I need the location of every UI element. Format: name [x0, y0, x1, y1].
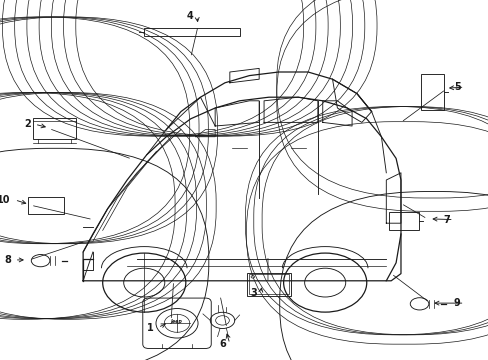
Text: 10: 10: [0, 195, 11, 205]
Text: 9: 9: [453, 298, 460, 308]
Text: 6: 6: [219, 339, 225, 349]
Text: 3: 3: [249, 288, 256, 298]
Text: Jeep: Jeep: [171, 319, 183, 324]
Text: 4: 4: [186, 11, 193, 21]
Text: 1: 1: [147, 323, 154, 333]
Text: 2: 2: [24, 119, 31, 129]
Text: 5: 5: [453, 82, 460, 92]
Text: 7: 7: [442, 215, 449, 225]
Text: 8: 8: [4, 255, 11, 265]
